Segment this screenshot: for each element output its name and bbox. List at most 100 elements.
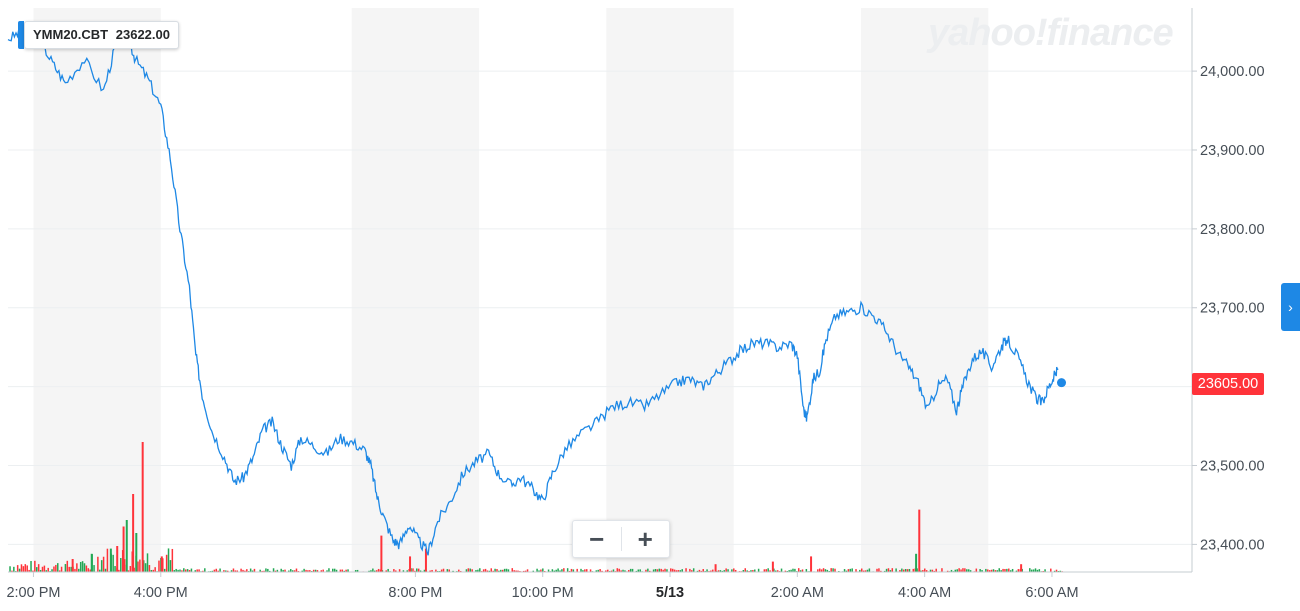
volume-spike (409, 556, 412, 572)
volume-bar (137, 561, 139, 572)
volume-bar (55, 564, 57, 572)
volume-bar (895, 568, 897, 572)
volume-spike (918, 509, 921, 572)
volume-bar (967, 569, 970, 572)
volume-bar (563, 568, 565, 572)
volume-bar (692, 568, 695, 572)
volume-bar (941, 568, 943, 572)
volume-bar (175, 568, 177, 572)
zoom-in-button[interactable]: + (637, 523, 653, 554)
volume-bar (887, 568, 890, 572)
volume-bar (78, 568, 80, 572)
volume-bar (284, 569, 286, 572)
volume-bar (263, 570, 265, 572)
volume-bar (501, 569, 504, 572)
volume-bar (652, 569, 655, 572)
volume-bar (431, 569, 433, 572)
axes (8, 8, 1193, 573)
volume-bar (706, 569, 708, 572)
volume-bar (666, 569, 668, 572)
volume-bar (824, 569, 827, 572)
volume-bar (479, 568, 481, 572)
volume-bar (912, 568, 915, 572)
volume-bar (935, 568, 937, 572)
volume-bar (908, 568, 911, 572)
session-shade-2 (606, 8, 734, 572)
volume-bar (547, 569, 550, 572)
volume-bar (628, 570, 630, 572)
volume-bar (721, 570, 724, 572)
volume-bar (458, 569, 460, 572)
volume-bar (585, 569, 588, 572)
last-price-dot (1057, 378, 1067, 388)
volume-bar (356, 569, 359, 572)
volume-bar (969, 570, 972, 572)
volume-bar (293, 570, 296, 572)
volume-bar (328, 568, 330, 572)
volume-bar (282, 569, 284, 572)
volume-bar (246, 569, 248, 572)
volume-bar (960, 569, 962, 572)
volume-bar (1050, 568, 1052, 572)
chevron-right-icon[interactable]: › (1281, 283, 1300, 331)
volume-spike (424, 548, 427, 572)
volume-bar (834, 568, 836, 572)
volume-bar (494, 568, 496, 572)
volume-bar (57, 563, 59, 572)
volume-bar (616, 568, 619, 572)
volume-bar (763, 569, 766, 572)
volume-bar (475, 570, 477, 572)
volume-bar (452, 570, 454, 572)
volume-bar (173, 570, 176, 572)
volume-bar (862, 570, 865, 572)
session-shade-1 (351, 8, 480, 572)
volume-bar (120, 558, 122, 572)
volume-bar (906, 569, 909, 572)
volume-bar (410, 568, 412, 572)
volume-bar (249, 568, 252, 572)
volume-bar (605, 570, 607, 572)
zoom-out-button[interactable]: − (589, 523, 605, 554)
crosshair-tooltip: YMM20.CBT 23622.00 (24, 21, 179, 49)
volume-bar (702, 569, 704, 572)
volume-bar (165, 554, 168, 572)
volume-bar (790, 569, 792, 572)
volume-bar (219, 568, 221, 572)
volume-bar (190, 568, 193, 572)
volume-bar (196, 569, 198, 572)
volume-bar (784, 570, 787, 572)
volume-bar (975, 568, 978, 572)
volume-bar (261, 570, 263, 572)
volume-bar (725, 568, 727, 572)
volume-bar (314, 569, 317, 572)
volume-bar (28, 569, 30, 572)
volume-bar (727, 569, 729, 572)
volume-bar (385, 570, 387, 572)
volume-bar (780, 568, 783, 572)
volume-bar (817, 569, 819, 572)
volume-bar (87, 568, 90, 572)
volume-bar (635, 570, 638, 572)
volume-bar (171, 548, 174, 572)
volume-bar (849, 568, 852, 572)
volume-bar (566, 568, 569, 572)
volume-bar (1011, 568, 1014, 572)
volume-bar (664, 568, 666, 572)
volume-bar (964, 568, 966, 572)
volume-bar (326, 570, 328, 572)
price-line (7, 27, 1059, 556)
volume-bar (517, 570, 519, 572)
x-tick-label: 8:00 PM (388, 585, 442, 601)
volume-bar (152, 569, 154, 572)
volume-bar (505, 568, 508, 572)
volume-bar (922, 570, 924, 572)
volume-spike (915, 553, 918, 572)
volume-bar (700, 570, 703, 572)
volume-bar (177, 569, 179, 572)
volume-bar (414, 570, 416, 572)
volume-bar (553, 570, 556, 572)
volume-bar (572, 569, 575, 572)
volume-bar (503, 568, 506, 572)
volume-bar (74, 568, 76, 572)
